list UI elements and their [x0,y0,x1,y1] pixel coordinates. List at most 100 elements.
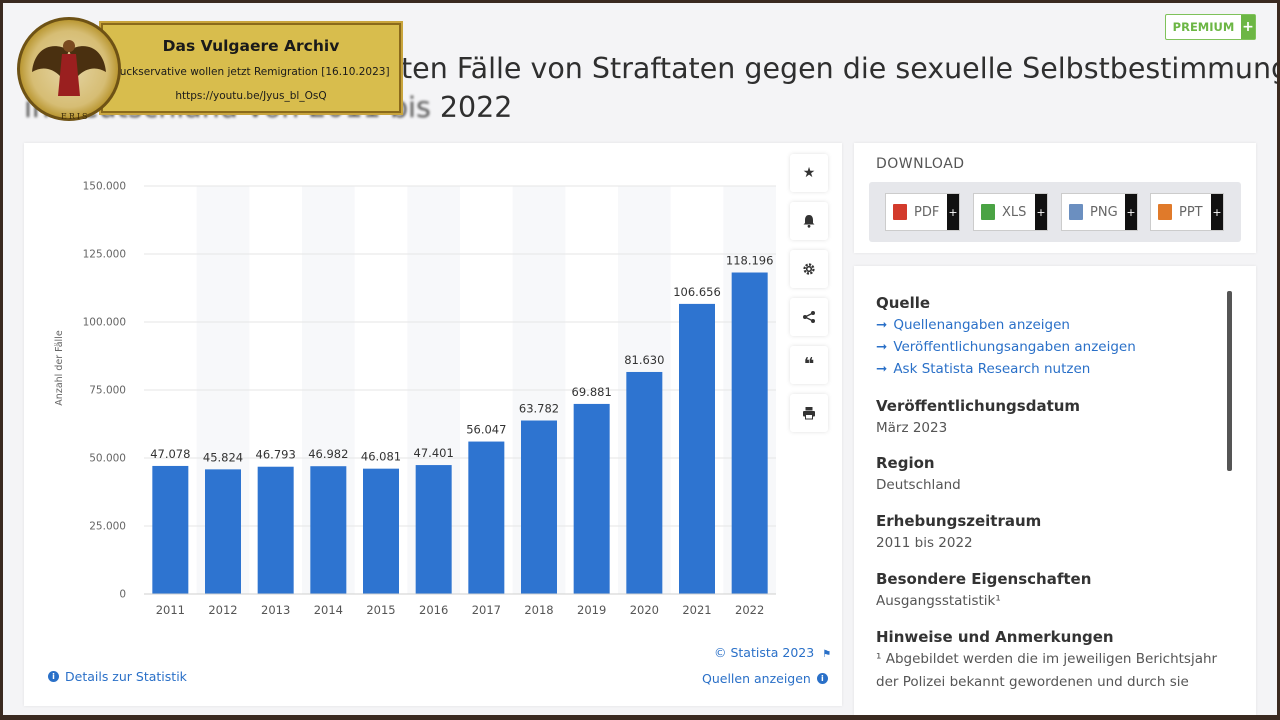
download-pdf-button[interactable]: PDF + [885,193,960,231]
x-tick-label: 2022 [735,603,764,617]
bar-value-label: 106.656 [673,285,721,299]
premium-button[interactable]: PREMIUM + [1165,14,1256,40]
sources-text: Quellen anzeigen [702,671,811,686]
settings-button[interactable] [790,250,828,288]
bar [626,371,663,594]
logo-text: ERIS [61,112,90,121]
arrow-right-icon: ➞ [876,317,888,333]
channel-watermark: Das Vulgaere Archiv Cuckservative wollen… [101,23,401,113]
bar-value-label: 46.793 [256,448,296,462]
y-tick-label: 25.000 [89,521,126,533]
share-icon [803,311,815,323]
ask-research-link[interactable]: ➞ Ask Statista Research nutzen [876,361,1090,377]
x-tick-label: 2014 [314,603,343,617]
premium-label: PREMIUM [1172,20,1235,34]
notes-line-1: ¹ Abgebildet werden die im jeweiligen Be… [876,651,1218,667]
bar-value-label: 63.782 [519,402,559,416]
watermark-title: Das Vulgaere Archiv [162,37,340,55]
details-link[interactable]: i Details zur Statistik [48,669,187,684]
page-title-line-1: ten Fälle von Straftaten gegen die sexue… [401,52,1277,85]
x-tick-label: 2020 [630,603,659,617]
print-button[interactable] [790,394,828,432]
download-title: DOWNLOAD [876,156,965,172]
x-tick-label: 2017 [472,603,501,617]
plus-icon: + [1241,15,1255,39]
plus-icon: + [1211,194,1223,230]
gear-icon [803,263,815,275]
bar [573,403,610,594]
png-file-icon [1069,204,1083,220]
source-heading: Quelle [876,294,931,312]
x-tick-label: 2018 [524,603,553,617]
arrow-right-icon: ➞ [876,339,888,355]
print-icon [803,407,815,420]
bar [521,420,557,594]
notes-heading: Hinweise und Anmerkungen [876,628,1114,646]
bar-value-label: 46.081 [361,450,401,464]
statista-page: ten Fälle von Straftaten gegen die sexue… [3,3,1277,715]
region-value: Deutschland [876,477,961,493]
period-value: 2011 bis 2022 [876,535,973,551]
arrow-right-icon: ➞ [876,361,888,377]
publication-details-link[interactable]: ➞ Veröffentlichungsangaben anzeigen [876,339,1136,355]
source-details-link[interactable]: ➞ Quellenangaben anzeigen [876,317,1070,333]
bar [205,469,241,594]
bar-value-label: 118.196 [726,254,774,268]
plus-icon: + [947,194,959,230]
x-tick-label: 2021 [682,603,711,617]
bar-value-label: 46.982 [308,447,348,461]
x-tick-label: 2015 [366,603,395,617]
star-icon: ★ [802,165,816,181]
bar-value-label: 69.881 [572,385,612,399]
download-png-button[interactable]: PNG + [1061,193,1138,231]
chart-card: 0 25.000 50.000 75.000 100.000 125.000 150.000… [24,143,842,706]
details-text: Details zur Statistik [65,669,187,684]
download-pdf-label: PDF [914,204,940,220]
special-value: Ausgangsstatistik¹ [876,593,1001,609]
bar-value-label: 45.824 [203,450,243,464]
download-ppt-button[interactable]: PPT + [1150,193,1224,231]
bar [679,303,715,594]
copyright-link[interactable]: © Statista 2023 ⚑ [714,645,831,660]
x-tick-label: 2013 [261,603,290,617]
angel-figure-icon [32,40,106,96]
scrollbar[interactable] [1227,291,1232,471]
bar-value-label: 47.401 [414,446,454,460]
bar [257,466,294,594]
y-tick-label: 150.000 [83,181,126,193]
pdf-file-icon [893,204,907,220]
y-tick-label: 50.000 [89,453,126,465]
quote-icon: ❝ [803,354,815,375]
bar-value-label: 81.630 [624,353,664,367]
info-icon: i [816,673,828,684]
notification-button[interactable] [790,202,828,240]
cite-button[interactable]: ❝ [790,346,828,384]
bar [468,441,505,594]
bar [415,465,452,594]
link-label: Ask Statista Research nutzen [893,361,1091,377]
pub-date-heading: Veröffentlichungsdatum [876,397,1081,415]
download-ppt-label: PPT [1179,204,1203,220]
download-xls-button[interactable]: XLS + [973,193,1048,231]
info-card: Quelle ➞ Quellenangaben anzeigen ➞ Veröffe… [854,266,1256,715]
ppt-file-icon [1158,204,1172,220]
favorite-button[interactable]: ★ [790,154,828,192]
download-png-label: PNG [1090,204,1118,220]
watermark-subtitle: Cuckservative wollen jetzt Remigration [… [112,66,390,78]
notes-line-2: der Polizei bekannt gewordenen und durch… [876,674,1189,690]
bar [731,272,768,594]
info-icon: i [48,671,59,682]
xls-file-icon [981,204,995,220]
share-button[interactable] [790,298,828,336]
bell-icon [803,215,815,228]
bar-value-label: 47.078 [150,447,190,461]
region-heading: Region [876,454,935,472]
plus-icon: + [1125,194,1137,230]
plus-icon: + [1035,194,1047,230]
show-sources-link[interactable]: Quellen anzeigen i [702,671,828,686]
x-tick-label: 2019 [577,603,606,617]
download-card: DOWNLOAD PDF + XLS + PNG + PPT + [854,143,1256,253]
y-tick-label: 100.000 [83,317,126,329]
bar [152,465,189,594]
link-label: Veröffentlichungsangaben anzeigen [893,339,1136,355]
